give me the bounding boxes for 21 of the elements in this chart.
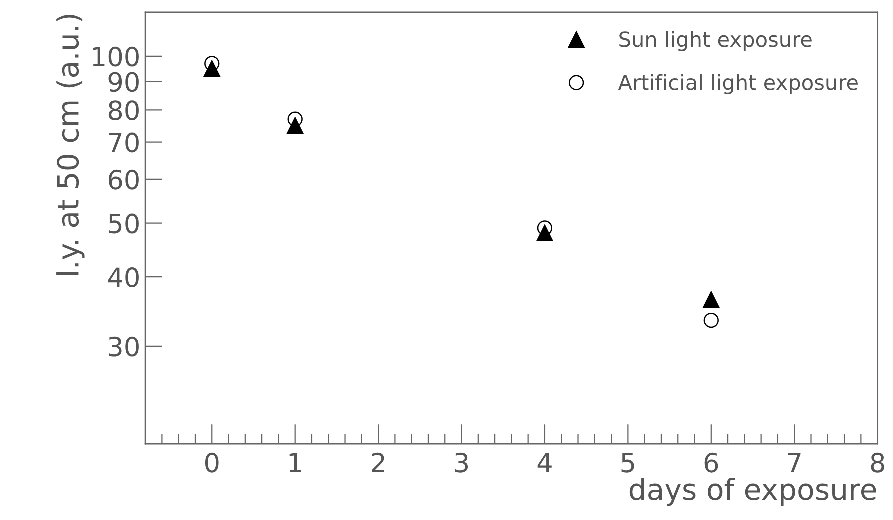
y-tick-label: 70	[109, 132, 139, 153]
y-tick-label: 100	[93, 46, 139, 67]
y-tick-label: 60	[108, 170, 139, 190]
y-tick-label: 40	[108, 268, 139, 288]
x-tick-label: 3	[455, 452, 468, 473]
y-tick-label: 90	[108, 72, 139, 92]
x-tick-label: 4	[538, 453, 552, 472]
y-tick-label: 30	[109, 336, 139, 357]
legend-label: Artificial light exposure	[618, 74, 858, 94]
y-axis-title: l.y. at 50 cm (a.u.)	[56, 14, 85, 276]
x-tick-label: 6	[704, 452, 718, 473]
y-tick-label: 80	[108, 100, 139, 121]
x-tick-label: 5	[622, 453, 634, 473]
x-tick-label: 0	[205, 452, 219, 473]
x-tick-label: 1	[290, 453, 302, 472]
x-tick-label: 7	[788, 453, 801, 472]
x-axis-title: days of exposure	[630, 478, 876, 506]
x-tick-label: 2	[372, 452, 384, 472]
legend-label: Sun light exposure	[620, 31, 812, 52]
x-tick-label: 8	[871, 452, 884, 473]
y-tick-label: 50	[109, 214, 139, 234]
